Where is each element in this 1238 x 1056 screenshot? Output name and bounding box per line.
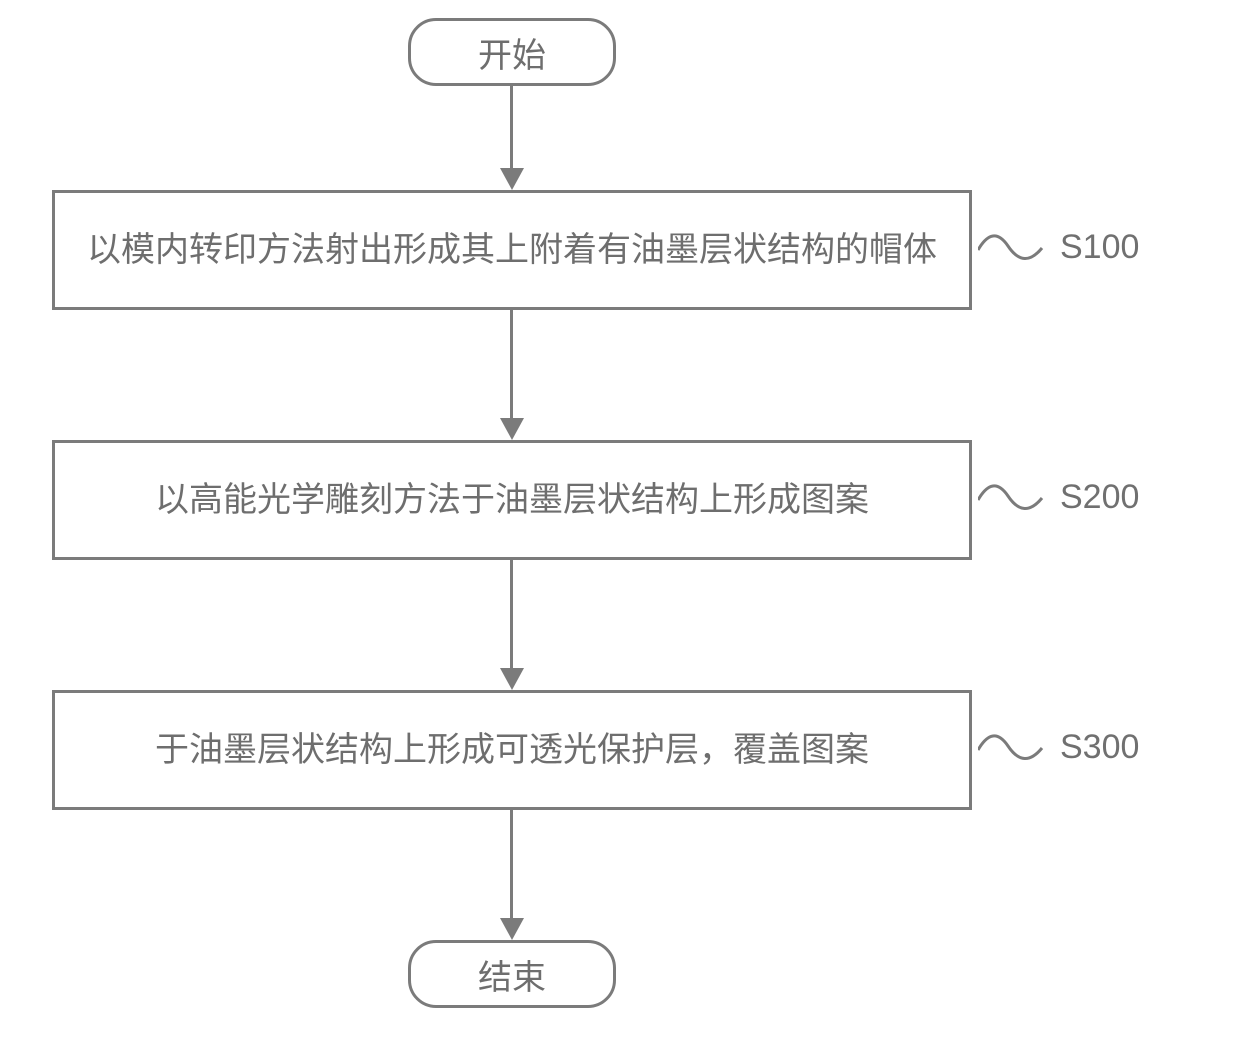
step-label-s100: S100 [1060,228,1139,267]
step-label-s200-text: S200 [1060,478,1139,516]
edge-start-s100-head [500,168,524,190]
edge-s100-s200 [510,310,513,420]
process-s100: 以模内转印方法射出形成其上附着有油墨层状结构的帽体 [52,190,972,310]
edge-start-s100 [510,86,513,170]
process-s200-text: 以高能光学雕刻方法于油墨层状结构上形成图案 [155,479,869,522]
edge-s200-s300 [510,560,513,670]
end-label: 结束 [478,950,546,999]
edge-s300-end-head [500,918,524,940]
squiggle-s200 [978,482,1048,516]
process-s300-text: 于油墨层状结构上形成可透光保护层，覆盖图案 [155,729,869,772]
step-label-s300: S300 [1060,728,1139,767]
step-label-s300-text: S300 [1060,728,1139,766]
end-node: 结束 [408,940,616,1008]
step-label-s200: S200 [1060,478,1139,517]
edge-s100-s200-head [500,418,524,440]
flowchart-canvas: 开始 以模内转印方法射出形成其上附着有油墨层状结构的帽体 S100 以高能光学雕… [0,0,1238,1056]
squiggle-s300 [978,732,1048,766]
step-label-s100-text: S100 [1060,228,1139,266]
edge-s300-end [510,810,513,920]
process-s100-text: 以模内转印方法射出形成其上附着有油墨层状结构的帽体 [87,229,937,272]
edge-s200-s300-head [500,668,524,690]
start-node: 开始 [408,18,616,86]
start-label: 开始 [478,28,546,77]
squiggle-s100 [978,232,1048,266]
process-s200: 以高能光学雕刻方法于油墨层状结构上形成图案 [52,440,972,560]
process-s300: 于油墨层状结构上形成可透光保护层，覆盖图案 [52,690,972,810]
